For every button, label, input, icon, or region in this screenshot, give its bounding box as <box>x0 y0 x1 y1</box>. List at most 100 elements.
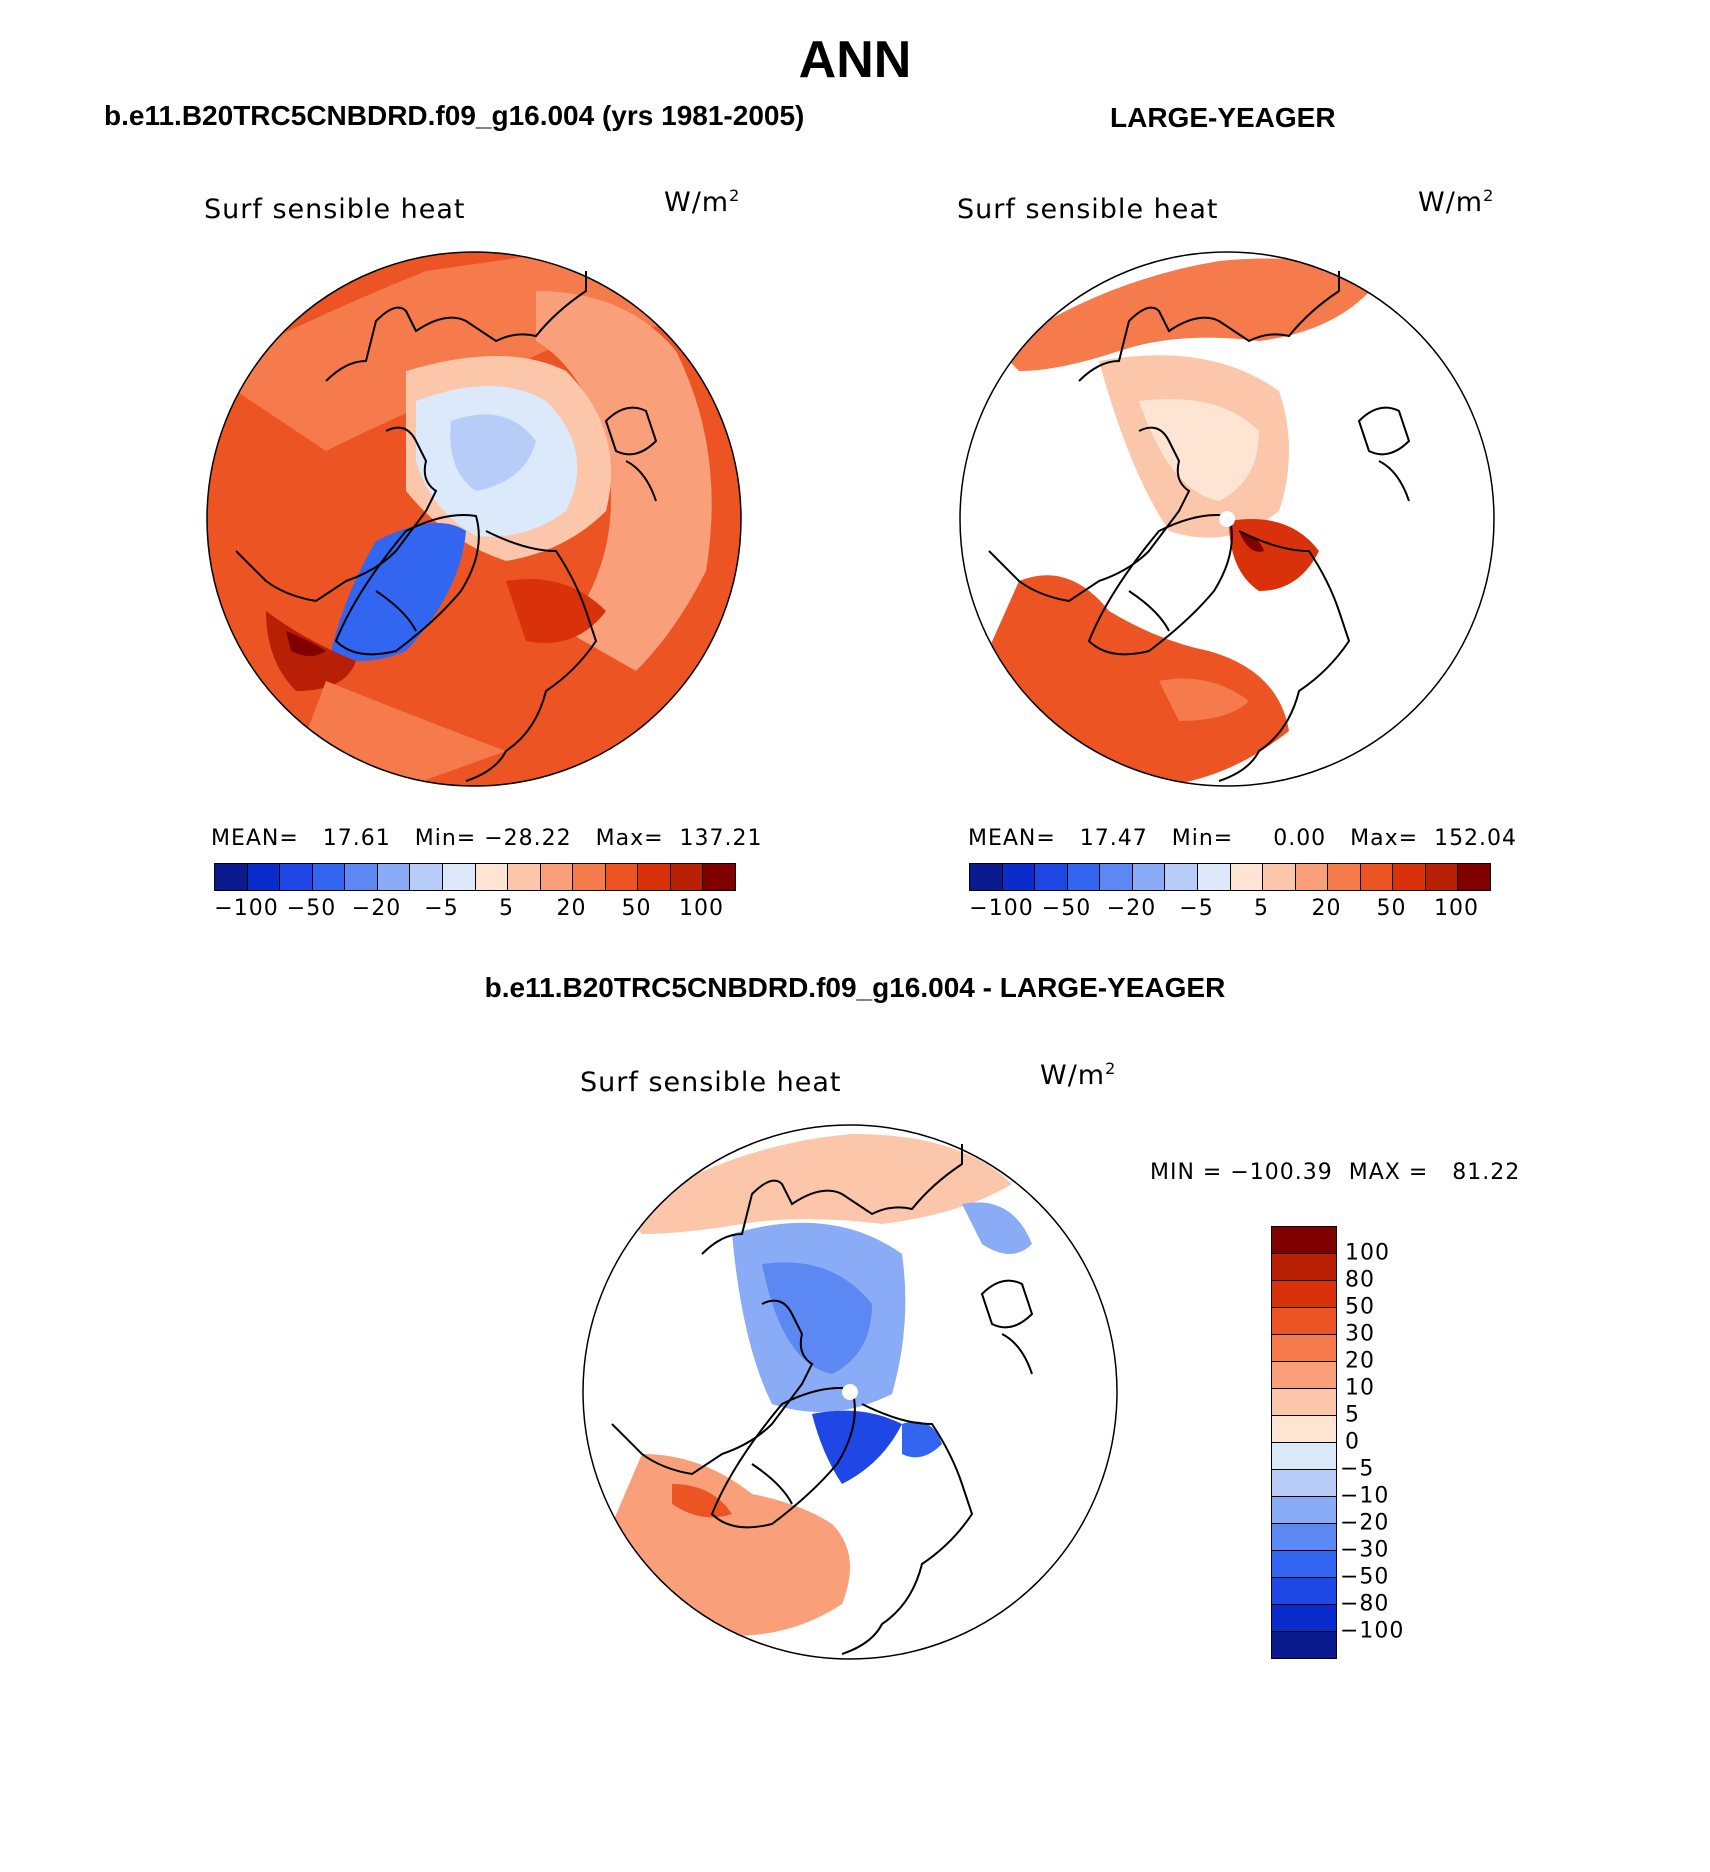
colorbar-swatch <box>1263 864 1296 890</box>
colorbar-tick-label: 50 <box>621 896 652 921</box>
colorbar-tick-label: 5 <box>499 896 514 921</box>
colorbar-swatch <box>215 864 248 890</box>
colorbar-swatch <box>1272 1389 1336 1416</box>
colorbar-swatch <box>540 864 574 890</box>
colorbar-swatch <box>1272 1578 1336 1605</box>
colorbar-swatch <box>670 864 704 890</box>
colorbar-tick-label: 20 <box>556 896 587 921</box>
colorbar-swatch <box>1272 1497 1336 1524</box>
colorbar-swatch <box>247 864 281 890</box>
colorbar-label: −80 <box>1340 1591 1390 1617</box>
colorbar-label: −5 <box>1340 1456 1375 1482</box>
colorbar-label: 50 <box>1345 1294 1375 1320</box>
colorbar-swatch <box>442 864 476 890</box>
colorbar-swatch <box>1360 864 1394 890</box>
colorbar-swatch <box>1272 1632 1336 1658</box>
colorbar-label: 10 <box>1345 1375 1375 1401</box>
diff-variable: Surf sensible heat <box>580 1067 842 1098</box>
diff-panel-title: b.e11.B20TRC5CNBDRD.f09_g16.004 - LARGE-… <box>484 972 1226 1003</box>
panel-right-colorbar <box>969 863 1491 891</box>
colorbar-swatch <box>1132 864 1166 890</box>
colorbar-label: −30 <box>1340 1537 1390 1563</box>
colorbar-swatch <box>605 864 639 890</box>
colorbar-label: 30 <box>1345 1321 1375 1347</box>
panel-left-colorbar <box>214 863 736 891</box>
colorbar-swatch <box>1197 864 1231 890</box>
colorbar-tick-label: −20 <box>351 896 402 921</box>
colorbar-tick-label: 5 <box>1254 896 1269 921</box>
panel-left-variable: Surf sensible heat <box>204 194 466 225</box>
diff-colorbar <box>1271 1226 1337 1659</box>
colorbar-swatch <box>1002 864 1036 890</box>
colorbar-label: −20 <box>1340 1510 1390 1536</box>
colorbar-tick-label: 20 <box>1311 896 1342 921</box>
colorbar-swatch <box>1272 1443 1336 1470</box>
colorbar-swatch <box>1272 1308 1336 1335</box>
colorbar-swatch <box>1272 1551 1336 1578</box>
colorbar-swatch <box>1458 864 1490 890</box>
colorbar-swatch <box>475 864 509 890</box>
panel-left-title: b.e11.B20TRC5CNBDRD.f09_g16.004 (yrs 198… <box>104 100 805 131</box>
panel-right-units: W/m2 <box>1418 186 1495 218</box>
colorbar-swatch <box>345 864 378 890</box>
panel-left-stats: MEAN= 17.61 Min= −28.22 Max= 137.21 <box>211 826 763 851</box>
colorbar-swatch <box>703 864 735 890</box>
colorbar-label: 20 <box>1345 1348 1375 1374</box>
panel-right-colorbar-ticks: −100 −50 −20 −5 5 20 50 100 <box>969 896 1489 926</box>
panel-right-stats: MEAN= 17.47 Min= 0.00 Max= 152.04 <box>968 826 1518 851</box>
colorbar-swatch <box>410 864 443 890</box>
colorbar-label: −50 <box>1340 1564 1390 1590</box>
colorbar-label: −10 <box>1340 1483 1390 1509</box>
colorbar-swatch <box>1272 1362 1336 1389</box>
colorbar-tick-label: −5 <box>1179 896 1214 921</box>
colorbar-tick-label: −50 <box>286 896 337 921</box>
colorbar-tick-label: −20 <box>1106 896 1157 921</box>
colorbar-swatch <box>1272 1335 1336 1362</box>
panel-right-variable: Surf sensible heat <box>957 194 1219 225</box>
colorbar-label: 0 <box>1345 1429 1360 1455</box>
colorbar-swatch <box>1165 864 1198 890</box>
colorbar-swatch <box>1295 864 1329 890</box>
colorbar-label: 5 <box>1345 1402 1360 1428</box>
colorbar-swatch <box>1035 864 1068 890</box>
colorbar-swatch <box>1272 1281 1336 1308</box>
colorbar-label: −100 <box>1340 1618 1405 1644</box>
colorbar-swatch <box>1067 864 1101 890</box>
colorbar-swatch <box>1272 1416 1336 1443</box>
colorbar-label: 100 <box>1345 1240 1390 1266</box>
colorbar-swatch <box>1230 864 1264 890</box>
colorbar-swatch <box>1393 864 1426 890</box>
colorbar-tick-label: 100 <box>679 896 724 921</box>
colorbar-swatch <box>280 864 313 890</box>
colorbar-tick-label: −100 <box>969 896 1034 921</box>
colorbar-tick-label: 100 <box>1434 896 1479 921</box>
map-left <box>206 251 742 787</box>
panel-left-colorbar-ticks: −100 −50 −20 −5 5 20 50 100 <box>214 896 734 926</box>
colorbar-swatch <box>508 864 541 890</box>
diff-units: W/m2 <box>1040 1059 1117 1091</box>
diff-stats: MIN = −100.39 MAX = 81.22 <box>1150 1160 1521 1185</box>
colorbar-swatch <box>1425 864 1459 890</box>
colorbar-swatch <box>970 864 1003 890</box>
colorbar-swatch <box>1272 1605 1336 1632</box>
colorbar-tick-label: 50 <box>1376 896 1407 921</box>
map-right <box>959 251 1495 787</box>
colorbar-swatch <box>1272 1227 1336 1254</box>
colorbar-swatch <box>573 864 606 890</box>
panel-left-units: W/m2 <box>664 186 741 218</box>
colorbar-swatch <box>1272 1470 1336 1497</box>
colorbar-tick-label: −100 <box>214 896 279 921</box>
colorbar-swatch <box>1272 1254 1336 1281</box>
colorbar-swatch <box>377 864 411 890</box>
colorbar-swatch <box>1100 864 1133 890</box>
colorbar-swatch <box>638 864 671 890</box>
colorbar-tick-label: −5 <box>424 896 459 921</box>
colorbar-swatch <box>1328 864 1361 890</box>
colorbar-label: 80 <box>1345 1267 1375 1293</box>
main-title: ANN <box>798 31 912 89</box>
colorbar-swatch <box>1272 1524 1336 1551</box>
colorbar-tick-label: −50 <box>1041 896 1092 921</box>
colorbar-swatch <box>312 864 346 890</box>
map-diff <box>582 1124 1118 1660</box>
panel-right-title: LARGE-YEAGER <box>1110 102 1336 133</box>
